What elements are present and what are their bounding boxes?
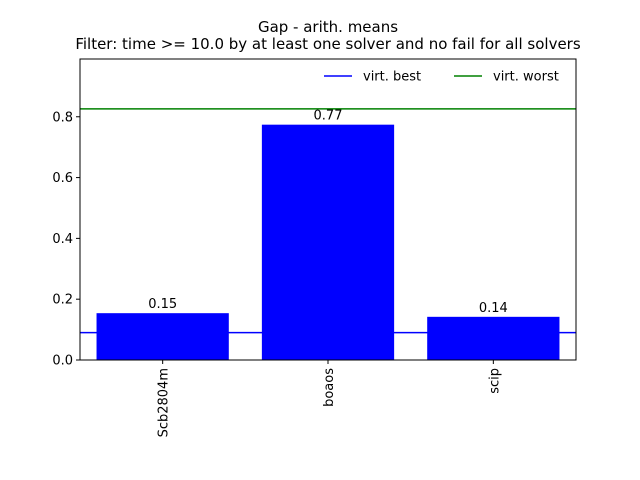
x-tick-label-scip: scip (487, 368, 502, 394)
legend-label-virt-best: virt. best (363, 70, 421, 85)
chart-title: Gap - arith. means (258, 18, 398, 36)
y-tick-label: 0.6 (52, 171, 73, 186)
x-axis: Scb2804m boaos scip (157, 360, 502, 437)
x-tick-label-scb2804m: Scb2804m (157, 368, 172, 437)
y-tick-label: 0.2 (52, 293, 73, 308)
y-tick-label: 0.0 (52, 354, 73, 369)
bars-group (96, 124, 560, 360)
data-label-boaos: 0.77 (314, 109, 343, 124)
bar-boaos (261, 124, 395, 360)
bar-scb2804m (96, 313, 229, 360)
y-axis: 0.0 0.2 0.4 0.6 0.8 (52, 110, 80, 369)
data-labels-group: 0.15 0.77 0.14 (148, 109, 508, 316)
x-tick-label-boaos: boaos (322, 368, 337, 407)
y-tick-label: 0.4 (52, 232, 73, 247)
chart-subtitle: Filter: time >= 10.0 by at least one sol… (75, 35, 581, 53)
data-label-scip: 0.14 (479, 301, 508, 316)
reference-lines-group (80, 108, 576, 334)
bar-scip (427, 316, 560, 360)
y-tick-label: 0.8 (52, 110, 73, 125)
legend: virt. best virt. worst (324, 70, 559, 85)
data-label-scb2804m: 0.15 (148, 297, 177, 312)
legend-label-virt-worst: virt. worst (493, 70, 559, 85)
